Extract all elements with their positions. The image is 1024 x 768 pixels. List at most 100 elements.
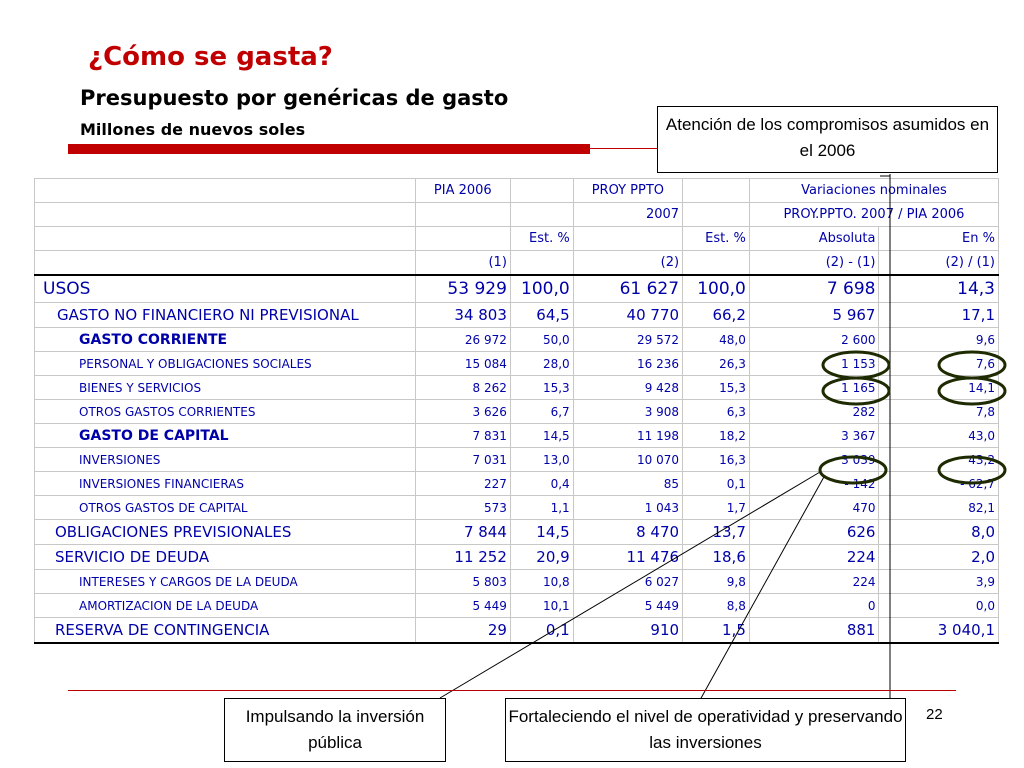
row-label: OBLIGACIONES PREVISIONALES [34, 519, 416, 545]
header-pia: PIA 2006 [414, 178, 511, 203]
table-row: GASTO DE CAPITAL 7 831 14,5 11 198 18,2 3 367… [34, 423, 999, 448]
table-row: RESERVA DE CONTINGENCIA 29 0,1 910 1,5 881 3 0… [34, 617, 999, 644]
table-row: INTERESES Y CARGOS DE LA DEUDA 5 803 10,8 6… [34, 569, 999, 594]
cell-est1: 0,1 [509, 617, 574, 644]
header-n2: (2) [572, 250, 684, 276]
cell-est1: 10,1 [509, 593, 574, 618]
header-formula2: (2) / (1) [878, 250, 999, 276]
cell-abs: 0 [748, 593, 880, 618]
callout-operatividad: Fortaleciendo el nivel de operatividad y… [505, 698, 906, 762]
header-absoluta: Absoluta [748, 226, 880, 251]
cell-pia: 34 803 [414, 302, 511, 328]
cell-est1: 100,0 [509, 274, 574, 303]
cell-est1: 1,1 [509, 495, 574, 520]
cell-pct: 17,1 [878, 302, 999, 328]
cell-abs: 224 [748, 544, 880, 570]
row-label: PERSONAL Y OBLIGACIONES SOCIALES [34, 351, 416, 376]
slide-title: ¿Cómo se gasta? [88, 42, 333, 72]
cell-proy: 11 198 [572, 423, 684, 448]
row-label: GASTO DE CAPITAL [34, 423, 416, 448]
cell-pct: 0,0 [878, 593, 999, 618]
cell-proy: 910 [572, 617, 684, 644]
cell-proy: 16 236 [572, 351, 684, 376]
header-variaciones-sub: PROY.PPTO. 2007 / PIA 2006 [748, 202, 1000, 227]
header-proy-ppto: PROY PPTO [572, 178, 684, 203]
cell-est2: 8,8 [682, 593, 750, 618]
header-n1: (1) [414, 250, 511, 276]
cell-proy: 61 627 [572, 274, 684, 303]
cell-proy: 29 572 [572, 327, 684, 352]
cell-pia: 29 [414, 617, 511, 644]
cell-pct: 9,6 [878, 327, 999, 352]
cell-proy: 11 476 [572, 544, 684, 570]
cell-est2: 48,0 [682, 327, 750, 352]
cell-proy: 85 [572, 471, 684, 496]
cell-abs: 626 [748, 519, 880, 545]
table-row: GASTO NO FINANCIERO NI PREVISIONAL 34 803… [34, 302, 999, 328]
table-row: INVERSIONES 7 031 13,0 10 070 16,3 3 039 43,2 [34, 447, 999, 472]
cell-proy: 1 043 [572, 495, 684, 520]
cell-proy: 5 449 [572, 593, 684, 618]
cell-est2: 26,3 [682, 351, 750, 376]
cell-pct: 43,0 [878, 423, 999, 448]
cell-pia: 7 831 [414, 423, 511, 448]
cell-est2: 66,2 [682, 302, 750, 328]
table-row: OTROS GASTOS DE CAPITAL 573 1,1 1 043 1,7 470… [34, 495, 999, 520]
cell-pia: 5 449 [414, 593, 511, 618]
table-row: USOS 53 929 100,0 61 627 100,0 7 698 14,3 [34, 274, 999, 303]
cell-proy: 6 027 [572, 569, 684, 594]
cell-est2: 6,3 [682, 399, 750, 424]
cell-est2: 1,7 [682, 495, 750, 520]
cell-abs: 7 698 [748, 274, 880, 303]
callout-compromisos: Atención de los compromisos asumidos en … [657, 106, 998, 173]
cell-abs: 282 [748, 399, 880, 424]
cell-pia: 7 031 [414, 447, 511, 472]
table-row: AMORTIZACION DE LA DEUDA 5 449 10,1 5 449 8,… [34, 593, 999, 618]
row-label: AMORTIZACION DE LA DEUDA [34, 593, 416, 618]
table-row: SERVICIO DE DEUDA 11 252 20,9 11 476 18,6 224… [34, 544, 999, 570]
cell-est1: 50,0 [509, 327, 574, 352]
cell-pia: 7 844 [414, 519, 511, 545]
cell-abs: 3 367 [748, 423, 880, 448]
cell-est1: 6,7 [509, 399, 574, 424]
units-label: Millones de nuevos soles [80, 120, 306, 139]
cell-pia: 26 972 [414, 327, 511, 352]
cell-est1: 14,5 [509, 519, 574, 545]
table-row: OBLIGACIONES PREVISIONALES 7 844 14,5 8 470… [34, 519, 999, 545]
cell-pct: 14,3 [878, 274, 999, 303]
page-number: 22 [926, 706, 943, 723]
cell-abs: - 142 [748, 471, 880, 496]
title-underline-bar [68, 144, 590, 154]
row-label: INTERESES Y CARGOS DE LA DEUDA [34, 569, 416, 594]
cell-est1: 10,8 [509, 569, 574, 594]
row-label: RESERVA DE CONTINGENCIA [34, 617, 416, 644]
cell-abs: 224 [748, 569, 880, 594]
cell-pia: 15 084 [414, 351, 511, 376]
row-label: GASTO CORRIENTE [34, 327, 416, 352]
cell-est2: 0,1 [682, 471, 750, 496]
header-variaciones: Variaciones nominales [748, 178, 1000, 203]
cell-pia: 5 803 [414, 569, 511, 594]
table-row: GASTO CORRIENTE 26 972 50,0 29 572 48,0 2 600… [34, 327, 999, 352]
row-label: BIENES Y SERVICIOS [34, 375, 416, 400]
row-label: GASTO NO FINANCIERO NI PREVISIONAL [34, 302, 416, 328]
table-row: INVERSIONES FINANCIERAS 227 0,4 85 0,1- 142-… [34, 471, 999, 496]
cell-pct: 3,9 [878, 569, 999, 594]
cell-pia: 11 252 [414, 544, 511, 570]
cell-proy: 40 770 [572, 302, 684, 328]
cell-pia: 3 626 [414, 399, 511, 424]
slide-subtitle: Presupuesto por genéricas de gasto [80, 86, 509, 110]
cell-est1: 14,5 [509, 423, 574, 448]
row-label: OTROS GASTOS CORRIENTES [34, 399, 416, 424]
cell-est2: 100,0 [682, 274, 750, 303]
cell-pct: 43,2 [878, 447, 999, 472]
row-label: SERVICIO DE DEUDA [34, 544, 416, 570]
cell-est2: 16,3 [682, 447, 750, 472]
cell-proy: 3 908 [572, 399, 684, 424]
cell-est1: 13,0 [509, 447, 574, 472]
cell-pct: - 62,7 [878, 471, 999, 496]
cell-abs: 470 [748, 495, 880, 520]
cell-pct: 8,0 [878, 519, 999, 545]
cell-abs: 2 600 [748, 327, 880, 352]
cell-abs: 5 967 [748, 302, 880, 328]
